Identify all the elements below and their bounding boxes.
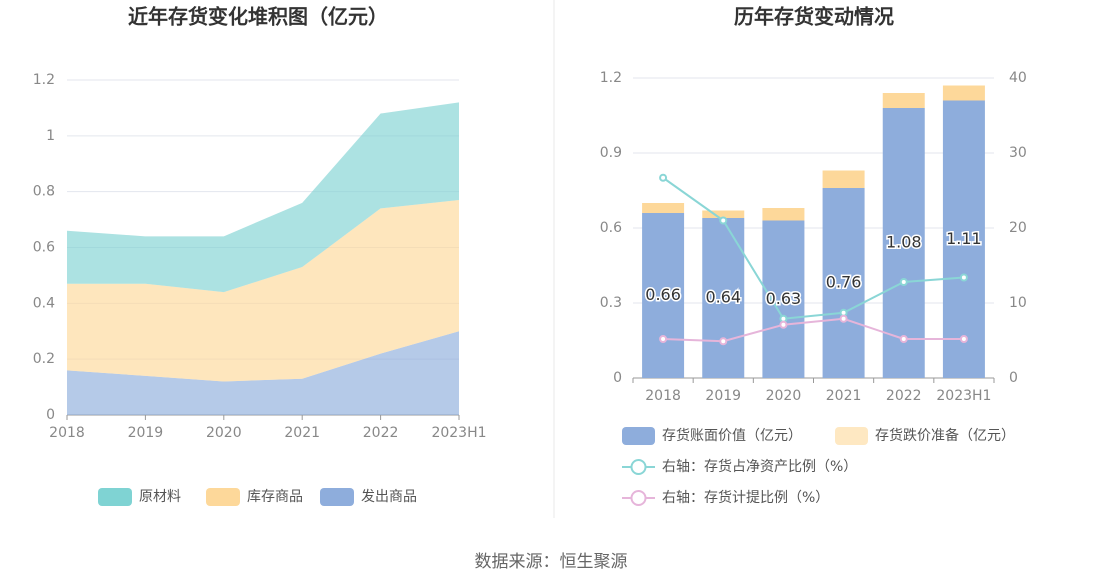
y2-tick-label: 40 — [1009, 70, 1027, 86]
bar — [942, 85, 985, 101]
legend-icon — [622, 427, 655, 445]
y-tick-label: 0 — [613, 370, 622, 386]
data-label: 0.64 — [705, 288, 741, 307]
bar — [642, 203, 685, 213]
chart-title: 历年存货变动情况 — [734, 5, 894, 29]
y2-tick-label: 30 — [1009, 145, 1027, 161]
x-tick-label: 2019 — [128, 425, 164, 441]
y-tick-label: 0.8 — [33, 184, 55, 200]
data-label: 0.76 — [826, 273, 862, 292]
y-tick-label: 1.2 — [600, 70, 622, 86]
area — [67, 102, 459, 293]
legend-label: 库存商品 — [247, 489, 303, 505]
legend-label: 存货账面价值（亿元） — [662, 427, 802, 444]
legend-label: 右轴：存货占净资产比例（%） — [662, 458, 857, 475]
y-tick-label: 0.3 — [600, 295, 622, 311]
y2-tick-label: 20 — [1009, 220, 1027, 236]
line-point — [959, 335, 968, 343]
y-tick-label: 0.6 — [600, 220, 622, 236]
legend-label: 原材料 — [139, 489, 181, 505]
legend-icon — [630, 490, 647, 506]
legend-label: 右轴：存货计提比例（%） — [662, 489, 829, 506]
y-tick-label: 0.2 — [33, 351, 55, 367]
y-tick-label: 1.2 — [33, 72, 55, 88]
chart-title: 近年存货变化堆积图（亿元） — [128, 5, 388, 29]
bar — [762, 208, 805, 221]
data-label: 1.08 — [886, 233, 922, 252]
line-point — [779, 320, 788, 329]
x-tick-label: 2021 — [284, 425, 320, 441]
x-tick-label: 2021 — [826, 388, 862, 404]
data-label: 0.66 — [645, 285, 681, 304]
x-tick-label: 2022 — [886, 388, 922, 404]
line-point — [959, 273, 968, 282]
line-point — [839, 314, 848, 323]
bar — [762, 220, 805, 378]
bar — [942, 100, 985, 378]
line-point — [719, 337, 728, 346]
x-tick-label: 2022 — [363, 425, 399, 441]
bar — [642, 213, 685, 378]
y-tick-label: 0 — [46, 407, 55, 423]
y-tick-label: 1 — [46, 128, 55, 144]
source: 数据来源：恒生聚源 — [475, 552, 628, 572]
line-point — [659, 335, 668, 343]
legend-icon — [206, 488, 240, 506]
data-label: 0.63 — [766, 289, 802, 308]
y-tick-label: 0.9 — [600, 145, 622, 161]
y2-tick-label: 0 — [1009, 370, 1018, 386]
x-tick-label: 2020 — [766, 388, 802, 404]
area — [67, 200, 459, 382]
y-tick-label: 0.6 — [33, 240, 55, 256]
y-tick-label: 0.4 — [33, 295, 55, 311]
bar — [822, 170, 865, 188]
bar — [702, 210, 745, 218]
line-point — [899, 278, 908, 286]
line — [662, 176, 964, 320]
x-tick-label: 2023H1 — [936, 388, 991, 404]
x-tick-label: 2020 — [206, 425, 242, 441]
area — [67, 331, 459, 415]
legend-label: 存货跌价准备（亿元） — [875, 427, 1015, 444]
bar — [822, 188, 865, 378]
line-point — [899, 335, 908, 343]
legend-icon — [630, 459, 647, 475]
legend-icon — [98, 488, 132, 506]
bar — [882, 108, 925, 378]
line-point — [659, 173, 668, 182]
x-tick-label: 2018 — [645, 388, 681, 404]
line-point — [719, 216, 728, 225]
x-tick-label: 2019 — [705, 388, 741, 404]
x-tick-label: 2023H1 — [431, 425, 486, 441]
data-label: 1.11 — [946, 229, 982, 248]
bar — [882, 93, 925, 108]
x-tick-label: 2018 — [49, 425, 85, 441]
y2-tick-label: 10 — [1009, 295, 1027, 311]
legend-label: 发出商品 — [361, 489, 417, 505]
legend-icon — [320, 488, 354, 506]
legend-icon — [835, 427, 868, 445]
line — [663, 317, 964, 343]
